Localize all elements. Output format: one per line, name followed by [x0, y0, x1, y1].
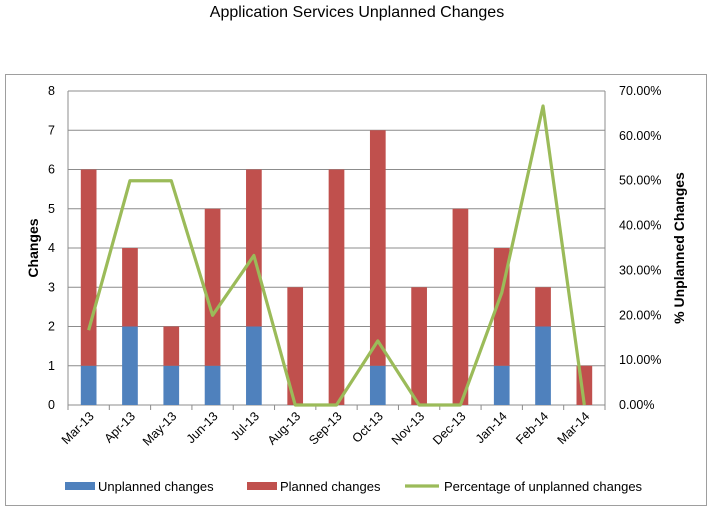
- y2-tick-label: 10.00%: [619, 353, 661, 367]
- x-tick-label: Feb-14: [513, 409, 551, 447]
- percentage-line: [87, 104, 586, 407]
- y2-tick-label: 70.00%: [619, 84, 661, 98]
- bar-planned: [80, 169, 97, 366]
- x-tick-label: Jan-14: [473, 409, 510, 446]
- x-tick-label: Jun-13: [184, 409, 221, 446]
- bar-unplanned: [204, 365, 221, 405]
- y2-tick-label: 50.00%: [619, 174, 661, 188]
- bar-unplanned: [80, 365, 97, 405]
- bar-unplanned: [122, 326, 138, 405]
- y2-tick-label: 40.00%: [619, 219, 661, 233]
- legend-label: Percentage of unplanned changes: [444, 479, 643, 494]
- y-tick-label: 8: [48, 84, 55, 98]
- y-axis-title: Changes: [25, 218, 41, 277]
- y2-tick-label: 0.00%: [619, 398, 654, 412]
- y-tick-label: 1: [48, 359, 55, 373]
- y-tick-label: 0: [48, 398, 55, 412]
- legend-label: Unplanned changes: [98, 479, 214, 494]
- bar-unplanned: [246, 326, 262, 405]
- y2-tick-label: 60.00%: [619, 129, 661, 143]
- bar-planned: [535, 287, 551, 327]
- bar-planned: [246, 169, 262, 327]
- y-tick-label: 5: [48, 202, 55, 216]
- bar-planned: [163, 326, 180, 366]
- bar-unplanned: [535, 326, 551, 405]
- chart-title: Application Services Unplanned Changes: [209, 4, 505, 21]
- y-tick-label: 7: [48, 123, 55, 137]
- x-tick-label: Dec-13: [430, 409, 468, 447]
- x-tick-label: Oct-13: [350, 409, 386, 445]
- y2-axis-title: % Unplanned Changes: [671, 172, 687, 324]
- bar-planned: [122, 248, 138, 327]
- y-tick-label: 3: [48, 280, 55, 294]
- x-tick-label: Mar-14: [555, 409, 593, 447]
- bar-unplanned: [369, 365, 386, 405]
- y-tick-label: 2: [48, 320, 55, 334]
- bar-planned: [204, 208, 221, 366]
- x-tick-label: Aug-13: [265, 409, 303, 447]
- x-tick-label: Nov-13: [389, 409, 427, 447]
- y2-tick-label: 30.00%: [619, 263, 661, 277]
- bar-planned: [452, 208, 469, 405]
- bar-planned: [369, 130, 386, 366]
- bar-unplanned: [493, 365, 510, 405]
- y2-tick-label: 20.00%: [619, 308, 661, 322]
- legend-swatch-planned: [247, 482, 277, 490]
- legend-swatch-unplanned: [65, 482, 95, 490]
- x-tick-label: Mar-13: [59, 409, 97, 447]
- x-tick-label: Sep-13: [306, 409, 344, 447]
- bar-planned: [287, 287, 304, 405]
- y-tick-label: 4: [48, 241, 55, 255]
- x-tick-label: Apr-13: [102, 409, 138, 445]
- x-tick-label: May-13: [140, 409, 179, 448]
- bar-planned: [411, 287, 427, 405]
- bar-unplanned: [163, 365, 180, 405]
- y-tick-label: 6: [48, 163, 55, 177]
- x-tick-label: Jul-13: [228, 409, 262, 443]
- bar-planned: [328, 169, 345, 405]
- legend-label: Planned changes: [280, 479, 381, 494]
- chart-frame: [5, 74, 707, 506]
